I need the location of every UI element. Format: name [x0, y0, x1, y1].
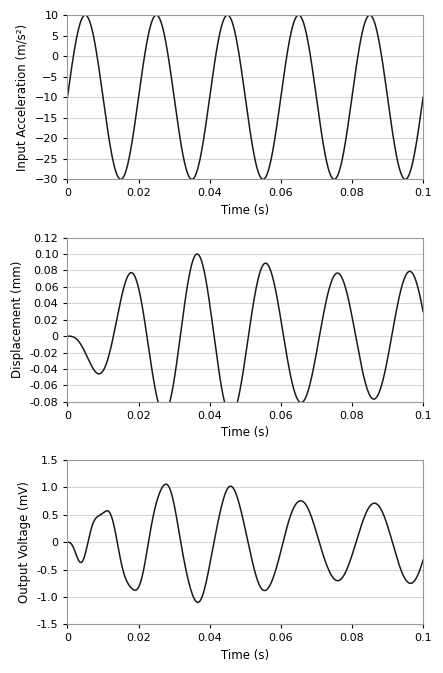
X-axis label: Time (s): Time (s) — [221, 204, 269, 217]
Y-axis label: Input Acceleration (m/s²): Input Acceleration (m/s²) — [16, 24, 29, 171]
X-axis label: Time (s): Time (s) — [221, 649, 269, 662]
Y-axis label: Output Voltage (mV): Output Voltage (mV) — [18, 481, 31, 603]
X-axis label: Time (s): Time (s) — [221, 427, 269, 439]
Y-axis label: Displacement (mm): Displacement (mm) — [11, 261, 24, 378]
